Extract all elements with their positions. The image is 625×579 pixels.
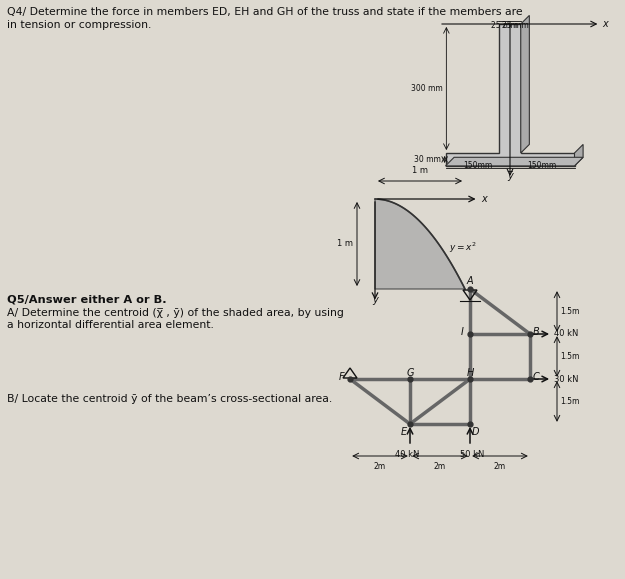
Text: $y=x^2$: $y=x^2$ (449, 241, 477, 255)
Text: 1 m: 1 m (412, 166, 428, 175)
Polygon shape (446, 157, 583, 166)
Text: 150mm: 150mm (528, 161, 557, 170)
Text: 1.5m: 1.5m (560, 397, 579, 406)
Text: 2m: 2m (434, 462, 446, 471)
Text: 25 mm: 25 mm (502, 21, 529, 30)
Text: 300 mm: 300 mm (411, 84, 442, 93)
Text: C: C (532, 372, 539, 382)
Text: y̅: y̅ (507, 171, 513, 181)
Text: 2m: 2m (374, 462, 386, 471)
Polygon shape (446, 24, 574, 166)
Polygon shape (375, 199, 465, 289)
Text: F: F (339, 372, 345, 382)
Text: B: B (532, 327, 539, 337)
Text: 25 mm: 25 mm (491, 21, 518, 30)
Text: I: I (461, 327, 464, 337)
Text: D: D (471, 427, 479, 437)
Text: x: x (602, 19, 608, 29)
Text: y: y (372, 295, 378, 305)
Text: 30 mm: 30 mm (414, 155, 441, 164)
Text: 30 kN: 30 kN (554, 375, 579, 383)
Text: A/ Determine the centroid (χ̅ , ȳ) of the shaded area, by using: A/ Determine the centroid (χ̅ , ȳ) of th… (7, 308, 344, 318)
Text: 1.5m: 1.5m (560, 352, 579, 361)
Text: 150mm: 150mm (463, 161, 492, 170)
Text: Q5/Answer either A or B.: Q5/Answer either A or B. (7, 294, 167, 304)
Text: 40 kN: 40 kN (554, 329, 578, 339)
Text: G: G (406, 368, 414, 378)
Polygon shape (521, 16, 529, 153)
Text: 1.5m: 1.5m (560, 307, 579, 316)
Text: 50 kN: 50 kN (460, 450, 484, 459)
Text: 40 kN: 40 kN (395, 450, 419, 459)
Text: E: E (401, 427, 407, 437)
Text: 1 m: 1 m (337, 240, 353, 248)
Polygon shape (574, 144, 583, 166)
Text: x: x (481, 194, 487, 204)
Text: H: H (466, 368, 474, 378)
Text: B/ Locate the centroid ȳ of the beam’s cross-sectional area.: B/ Locate the centroid ȳ of the beam’s c… (7, 394, 332, 404)
Text: a horizontal differential area element.: a horizontal differential area element. (7, 320, 214, 330)
Text: Q4/ Determine the force in members ED, EH and GH of the truss and state if the m: Q4/ Determine the force in members ED, E… (7, 7, 522, 17)
Text: 2m: 2m (494, 462, 506, 471)
Text: in tension or compression.: in tension or compression. (7, 20, 151, 30)
Text: A: A (467, 276, 473, 286)
